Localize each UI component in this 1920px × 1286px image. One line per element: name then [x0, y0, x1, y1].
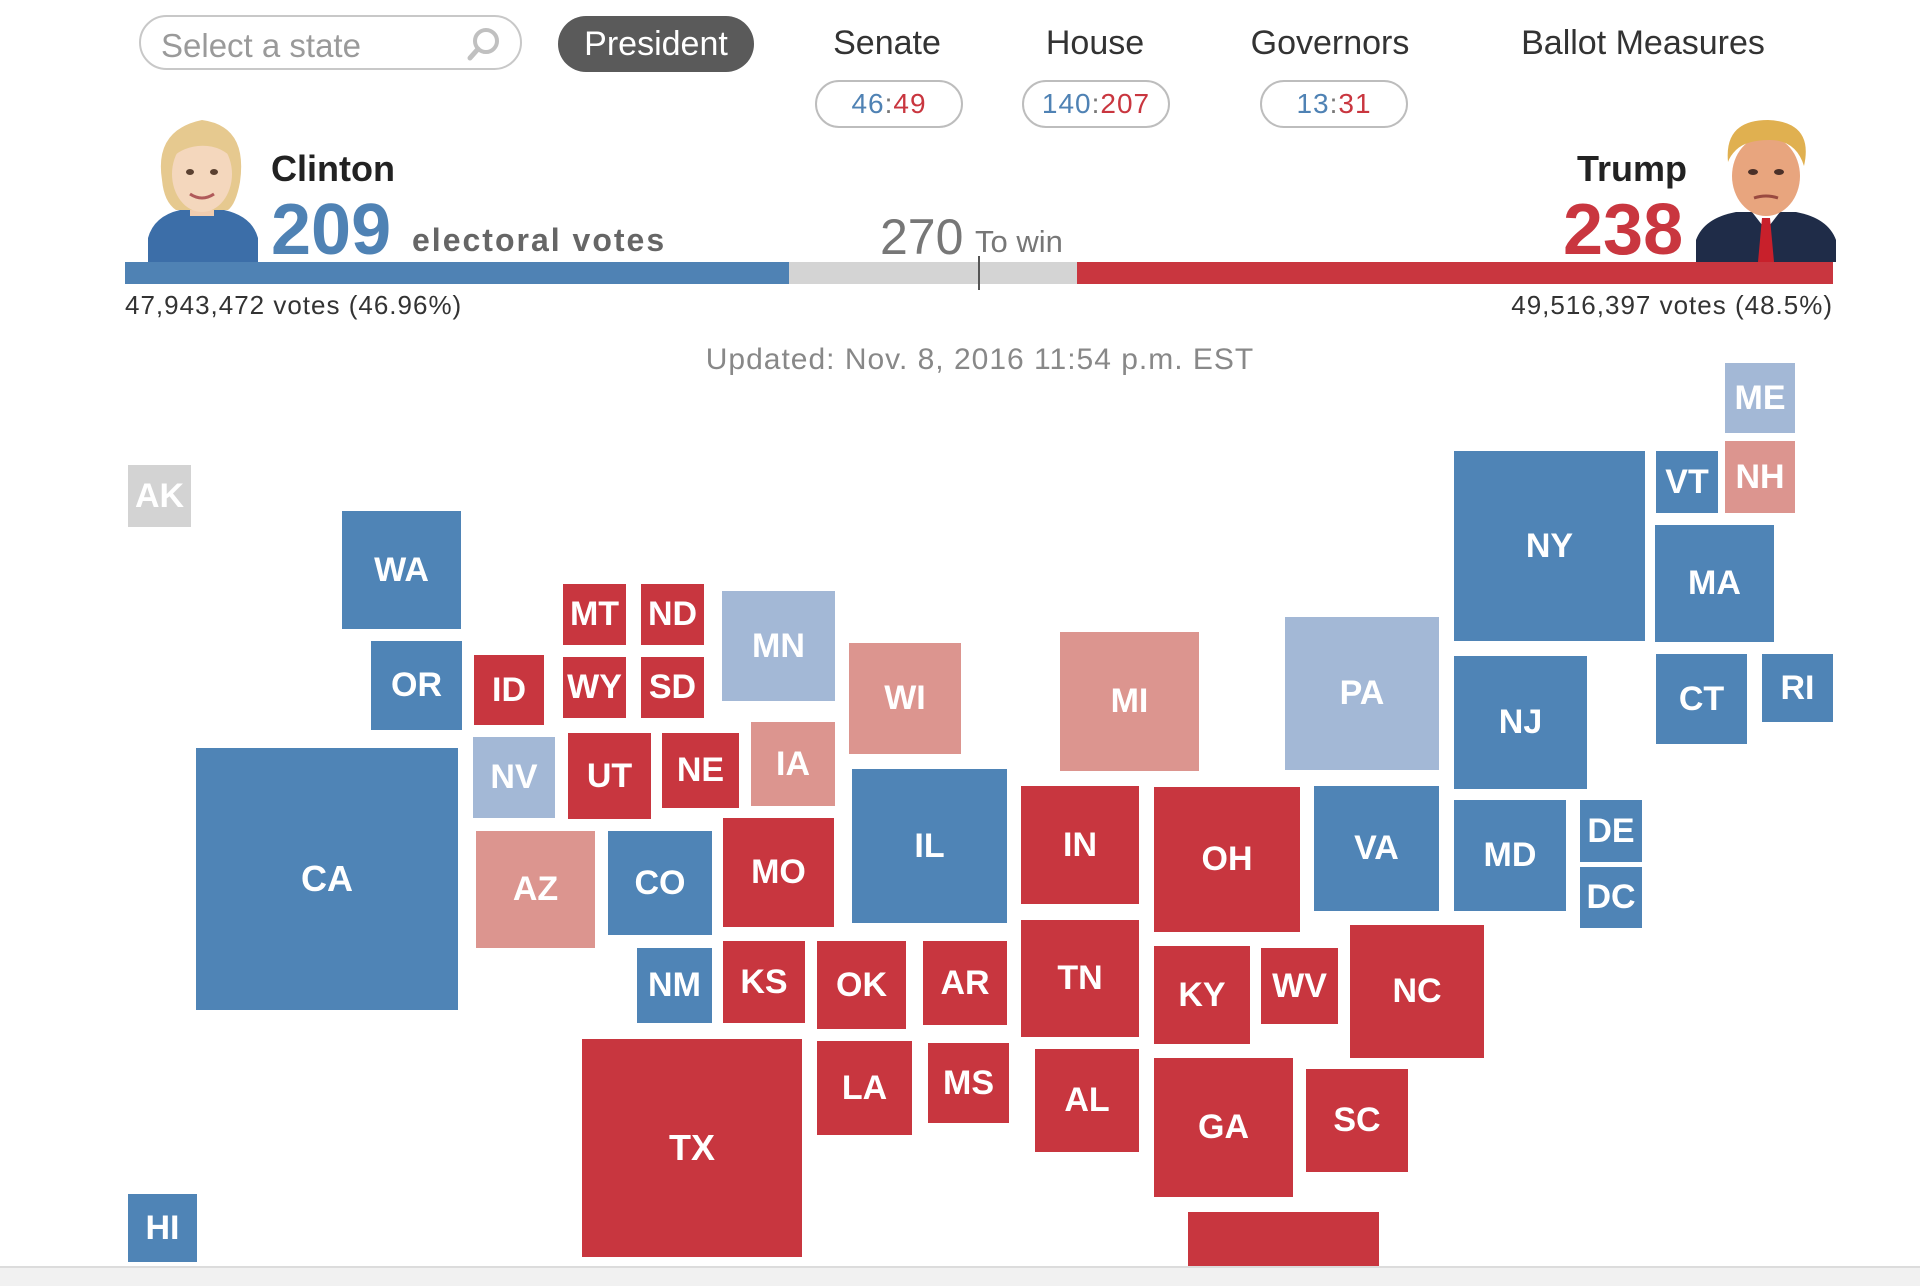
state-tile-nd[interactable]: ND [641, 584, 704, 645]
state-tile-wa[interactable]: WA [342, 511, 461, 629]
state-tile-pa[interactable]: PA [1285, 617, 1439, 770]
state-tile-ne[interactable]: NE [662, 733, 739, 808]
clinton-popular-vote: 47,943,472 votes (46.96%) [125, 290, 463, 320]
state-tile-va[interactable]: VA [1314, 786, 1439, 911]
clinton-bar [125, 262, 789, 284]
state-tile-mi[interactable]: MI [1060, 632, 1199, 771]
state-tile-wy[interactable]: WY [563, 657, 626, 718]
state-tile-id[interactable]: ID [474, 655, 544, 725]
state-tile-ny[interactable]: NY [1454, 451, 1645, 641]
house-count-badge: 140:207 [1022, 80, 1170, 128]
state-tile-in[interactable]: IN [1021, 786, 1139, 904]
clinton-portrait [140, 110, 264, 267]
tab-governors[interactable]: Governors [1250, 24, 1410, 62]
state-tile-sd[interactable]: SD [641, 657, 704, 718]
search-placeholder: Select a state [161, 27, 361, 64]
state-tile-ms[interactable]: MS [928, 1043, 1009, 1123]
state-tile-nj[interactable]: NJ [1454, 656, 1587, 789]
state-tile-hi[interactable]: HI [128, 1194, 197, 1262]
state-tile-la[interactable]: LA [817, 1041, 912, 1135]
page-bottom-divider [0, 1266, 1920, 1286]
clinton-electoral-votes: 209 [271, 190, 392, 270]
state-tile-co[interactable]: CO [608, 831, 712, 935]
state-tile-nv[interactable]: NV [473, 737, 555, 818]
tab-ballot-measures[interactable]: Ballot Measures [1521, 24, 1765, 62]
state-tile-ct[interactable]: CT [1656, 654, 1747, 744]
state-tile-mt[interactable]: MT [563, 584, 626, 645]
state-tile-wi[interactable]: WI [849, 643, 961, 754]
state-tile-ok[interactable]: OK [817, 941, 906, 1029]
threshold-label: To win [975, 224, 1063, 259]
updated-timestamp: Updated: Nov. 8, 2016 11:54 p.m. EST [705, 343, 1255, 376]
state-tile-de[interactable]: DE [1580, 800, 1642, 862]
search-icon [464, 25, 504, 70]
governors-count-badge: 13:31 [1260, 80, 1408, 128]
tab-house[interactable]: House [1045, 24, 1145, 62]
state-tile-fl[interactable] [1188, 1212, 1379, 1266]
state-tile-wv[interactable]: WV [1261, 948, 1338, 1024]
state-tile-al[interactable]: AL [1035, 1049, 1139, 1152]
state-tile-ky[interactable]: KY [1154, 946, 1250, 1044]
state-tile-ma[interactable]: MA [1655, 525, 1774, 642]
trump-name: Trump [1577, 148, 1688, 189]
state-tile-me[interactable]: ME [1725, 363, 1795, 433]
senate-count-badge: 46:49 [815, 80, 963, 128]
state-search-input[interactable]: Select a state [139, 15, 522, 70]
threshold-number: 270 [880, 209, 964, 265]
clinton-name: Clinton [271, 148, 395, 189]
trump-popular-vote: 49,516,397 votes (48.5%) [1511, 290, 1833, 320]
tab-senate[interactable]: Senate [833, 24, 941, 62]
state-tile-ca[interactable]: CA [196, 748, 458, 1010]
state-tile-ia[interactable]: IA [751, 722, 835, 806]
state-tile-ri[interactable]: RI [1762, 654, 1833, 722]
state-tile-ks[interactable]: KS [723, 941, 805, 1023]
state-tile-sc[interactable]: SC [1306, 1069, 1408, 1172]
state-tile-ut[interactable]: UT [568, 733, 651, 819]
state-tile-ga[interactable]: GA [1154, 1058, 1293, 1197]
state-tile-dc[interactable]: DC [1580, 867, 1642, 928]
state-tile-or[interactable]: OR [371, 641, 462, 730]
tab-president[interactable]: President [558, 16, 754, 72]
state-tile-md[interactable]: MD [1454, 800, 1566, 911]
trump-electoral-votes: 238 [1563, 190, 1684, 270]
state-tile-ar[interactable]: AR [923, 941, 1007, 1025]
state-tile-vt[interactable]: VT [1656, 451, 1718, 513]
threshold-marker [978, 256, 980, 290]
state-tile-mn[interactable]: MN [722, 591, 835, 701]
state-tile-mo[interactable]: MO [723, 818, 834, 927]
state-tile-ak[interactable]: AK [128, 465, 191, 527]
state-tile-nm[interactable]: NM [637, 948, 712, 1023]
state-tile-az[interactable]: AZ [476, 831, 595, 948]
state-tile-tx[interactable]: TX [582, 1039, 802, 1257]
state-tile-nh[interactable]: NH [1725, 441, 1795, 513]
state-tile-tn[interactable]: TN [1021, 920, 1139, 1037]
electoral-votes-label: electoral votes [412, 222, 667, 258]
trump-portrait [1696, 110, 1836, 267]
trump-bar [1077, 262, 1833, 284]
state-tile-nc[interactable]: NC [1350, 925, 1484, 1058]
state-tile-oh[interactable]: OH [1154, 787, 1300, 932]
state-tile-il[interactable]: IL [852, 769, 1007, 923]
